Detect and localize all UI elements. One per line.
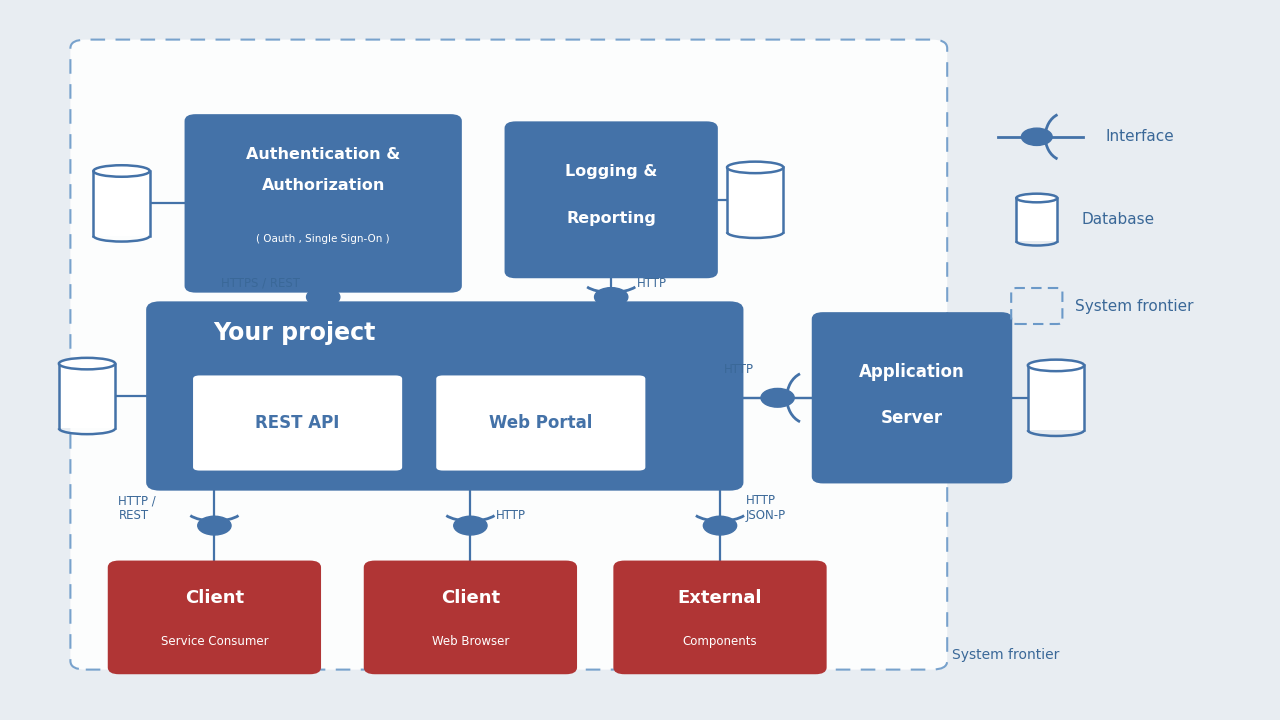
Bar — [1028, 365, 1084, 430]
FancyBboxPatch shape — [186, 115, 461, 292]
Text: Logging &: Logging & — [564, 164, 658, 179]
Text: Server: Server — [881, 409, 943, 427]
Text: Web Portal: Web Portal — [489, 414, 593, 432]
Bar — [1016, 198, 1057, 241]
Bar — [59, 364, 115, 428]
Text: Authentication &: Authentication & — [246, 146, 401, 161]
Text: HTTP: HTTP — [724, 363, 754, 376]
FancyBboxPatch shape — [70, 40, 947, 670]
Circle shape — [595, 287, 628, 307]
Text: HTTP: HTTP — [497, 509, 526, 522]
Circle shape — [1021, 128, 1052, 145]
FancyBboxPatch shape — [614, 562, 826, 673]
Text: Reporting: Reporting — [566, 211, 657, 226]
FancyBboxPatch shape — [192, 374, 403, 472]
Text: Authorization: Authorization — [261, 179, 385, 193]
FancyBboxPatch shape — [506, 122, 717, 277]
Bar — [727, 167, 783, 232]
Text: Application: Application — [859, 364, 965, 382]
Text: External: External — [677, 590, 763, 608]
Text: Database: Database — [1082, 212, 1155, 227]
Text: Your project: Your project — [214, 320, 375, 345]
Circle shape — [704, 516, 737, 535]
Text: Service Consumer: Service Consumer — [160, 636, 269, 649]
Bar — [93, 171, 150, 236]
Text: Web Browser: Web Browser — [431, 636, 509, 649]
Circle shape — [454, 516, 486, 535]
Ellipse shape — [1028, 359, 1084, 372]
Circle shape — [306, 287, 340, 307]
Text: HTTP: HTTP — [637, 276, 667, 289]
Ellipse shape — [727, 161, 783, 173]
Text: Client: Client — [440, 590, 500, 608]
FancyBboxPatch shape — [109, 562, 320, 673]
FancyBboxPatch shape — [365, 562, 576, 673]
Text: System frontier: System frontier — [1075, 299, 1194, 313]
Text: Client: Client — [184, 590, 244, 608]
Text: Interface: Interface — [1106, 130, 1175, 144]
Ellipse shape — [59, 358, 115, 369]
FancyBboxPatch shape — [435, 374, 646, 472]
FancyBboxPatch shape — [147, 302, 742, 490]
Circle shape — [760, 389, 794, 408]
Text: REST API: REST API — [256, 414, 339, 432]
Ellipse shape — [1016, 194, 1057, 202]
Text: System frontier: System frontier — [952, 649, 1060, 662]
Text: HTTP
JSON-P: HTTP JSON-P — [745, 494, 786, 522]
Text: HTTPS / REST: HTTPS / REST — [220, 276, 300, 289]
Text: ( Oauth , Single Sign-On ): ( Oauth , Single Sign-On ) — [256, 234, 390, 243]
FancyBboxPatch shape — [813, 313, 1011, 482]
Text: Components: Components — [682, 636, 758, 649]
Text: HTTP /
REST: HTTP / REST — [119, 494, 156, 522]
Ellipse shape — [93, 166, 150, 176]
Circle shape — [197, 516, 232, 535]
